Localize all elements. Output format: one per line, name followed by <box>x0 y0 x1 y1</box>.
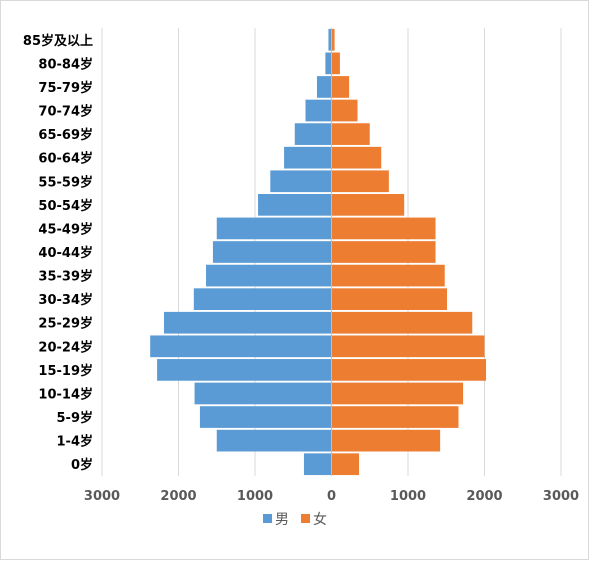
bar-female-15 <box>331 99 358 122</box>
legend: 男女 <box>263 511 327 528</box>
x-tick-label-3: 0 <box>327 489 336 504</box>
bar-female-17 <box>331 52 340 75</box>
bar-female-3 <box>331 382 464 405</box>
bar-male-15 <box>305 99 332 122</box>
bars <box>150 28 487 476</box>
category-label-0: 0岁 <box>71 457 93 473</box>
bar-female-2 <box>331 406 459 428</box>
category-label-15: 70-74岁 <box>38 104 93 120</box>
category-label-17: 80-84岁 <box>38 56 93 72</box>
category-label-11: 50-54岁 <box>38 198 93 214</box>
bar-male-6 <box>163 311 332 334</box>
category-label-18: 85岁及以上 <box>23 33 93 49</box>
bar-male-5 <box>150 335 332 358</box>
x-tick-label-1: 2000 <box>160 489 196 504</box>
category-label-16: 75-79岁 <box>38 80 93 96</box>
category-label-7: 30-34岁 <box>38 292 93 308</box>
legend-swatch-0 <box>263 514 272 523</box>
bar-female-16 <box>331 76 350 98</box>
bar-male-8 <box>206 264 332 287</box>
legend-label-1: 女 <box>313 511 327 528</box>
bar-female-13 <box>331 146 382 169</box>
bar-female-11 <box>331 193 405 216</box>
bar-female-12 <box>331 170 389 193</box>
bar-male-13 <box>284 146 332 169</box>
category-label-4: 15-19岁 <box>38 363 93 379</box>
bar-male-11 <box>258 193 332 216</box>
bar-male-14 <box>294 123 332 145</box>
category-label-12: 55-59岁 <box>38 174 93 190</box>
bar-female-0 <box>331 453 360 476</box>
category-label-8: 35-39岁 <box>38 269 93 285</box>
bar-female-18 <box>331 28 335 51</box>
legend-swatch-1 <box>301 514 310 523</box>
category-label-6: 25-29岁 <box>38 316 93 332</box>
category-label-1: 1-4岁 <box>57 434 94 450</box>
bar-female-1 <box>331 429 441 452</box>
bar-male-9 <box>212 241 332 263</box>
bar-male-12 <box>270 170 332 193</box>
bar-female-5 <box>331 335 485 358</box>
category-label-3: 10-14岁 <box>38 386 93 402</box>
category-label-14: 65-69岁 <box>38 127 93 143</box>
bar-female-10 <box>331 217 436 240</box>
x-tick-label-4: 1000 <box>390 489 426 504</box>
x-tick-label-0: 3000 <box>84 489 120 504</box>
bar-female-6 <box>331 311 473 334</box>
category-label-2: 5-9岁 <box>57 410 94 426</box>
bar-female-7 <box>331 288 448 311</box>
category-labels: 0岁 1-4岁 5-9岁 10-14岁 15-19岁 20-24岁 25-29岁 30-34岁… <box>23 33 93 473</box>
bar-male-4 <box>157 359 332 381</box>
bar-female-14 <box>331 123 370 145</box>
category-label-9: 40-44岁 <box>38 245 93 261</box>
bar-female-8 <box>331 264 445 287</box>
bar-male-0 <box>303 453 332 476</box>
legend-label-0: 男 <box>275 512 289 528</box>
category-label-5: 20-24岁 <box>38 339 93 355</box>
x-tick-label-6: 3000 <box>543 489 579 504</box>
bar-male-16 <box>316 76 332 98</box>
bar-male-2 <box>199 406 332 428</box>
bar-female-4 <box>331 359 487 381</box>
bar-female-9 <box>331 241 436 263</box>
x-tick-label-2: 1000 <box>237 489 273 504</box>
x-tick-labels: 3000 2000 1000 0 1000 2000 3000 <box>84 489 579 504</box>
category-label-10: 45-49岁 <box>38 221 93 237</box>
bar-male-7 <box>193 288 332 311</box>
x-tick-label-5: 2000 <box>466 489 502 504</box>
bar-male-18 <box>328 28 332 51</box>
bar-male-1 <box>216 429 332 452</box>
category-label-13: 60-64岁 <box>38 151 93 167</box>
bar-male-3 <box>194 382 332 405</box>
bar-male-17 <box>325 52 332 75</box>
bar-male-10 <box>216 217 332 240</box>
